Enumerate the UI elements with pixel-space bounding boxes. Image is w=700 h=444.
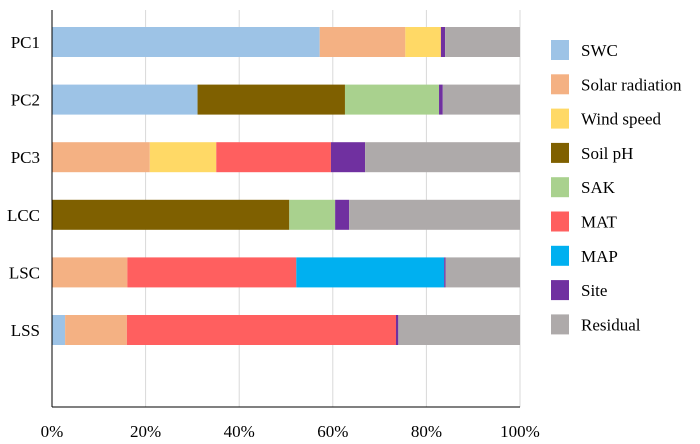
bar-segment-lss-residual [398, 315, 520, 345]
bar-segment-pc1-swc [52, 27, 320, 57]
legend-swatch [551, 40, 569, 60]
bar-segment-lss-solar-radiation [65, 315, 127, 345]
legend-swatch [551, 177, 569, 198]
x-tick-label: 80% [411, 422, 442, 441]
x-tick-label: 60% [317, 422, 348, 441]
bar-segment-pc1-solar-radiation [319, 27, 406, 57]
bar-segment-pc2-sak [344, 84, 440, 115]
bar-segment-pc2-soil-ph [197, 84, 345, 115]
legend-swatch [551, 314, 569, 335]
bar-segment-lss-swc [52, 315, 66, 345]
bar-segment-pc2-site [439, 84, 443, 115]
legend-swatch [551, 245, 569, 266]
bar-segment-lcc-soil-ph [52, 199, 290, 230]
axes [51, 10, 520, 408]
x-tick-label: 40% [224, 422, 255, 441]
legend-swatch [551, 280, 569, 301]
legend-swatch [551, 211, 569, 232]
bar-segment-pc1-residual [445, 27, 520, 57]
legend-label: MAP [581, 247, 618, 266]
legend: SWC Solar radiation Wind speed Soil pH SAK MA… [551, 40, 682, 335]
legend-label: Wind speed [581, 110, 662, 129]
legend-swatch [551, 142, 569, 163]
bar-segment-lss-site [395, 315, 399, 345]
bar-segment-pc2-swc [52, 84, 198, 115]
bar-segment-lcc-site [335, 199, 350, 230]
bar-segment-pc3-site [330, 142, 366, 173]
legend-label: Site [581, 281, 607, 300]
legend-label: SAK [581, 178, 616, 197]
bar-segment-pc3-solar-radiation [52, 142, 150, 173]
bar-segment-lsc-mat [127, 257, 297, 288]
bar-segment-lcc-sak [289, 199, 336, 230]
bar-segment-lss-mat [126, 315, 396, 345]
legend-swatch [551, 108, 569, 129]
bar-segment-pc3-mat [216, 142, 331, 173]
bar-segment-lcc-residual [349, 199, 520, 230]
legend-label: Residual [581, 315, 641, 334]
bar-segment-pc1-wind-speed [405, 27, 441, 57]
y-category-labels: PC1 PC2 PC3 LCC LSC LSS [7, 33, 40, 340]
bar-segment-pc1-site [440, 27, 446, 57]
x-tick-label: 20% [130, 422, 161, 441]
bar-segment-lsc-map [296, 257, 445, 288]
legend-label: Solar radiation [581, 75, 682, 94]
bar-segment-lsc-solar-radiation [52, 257, 128, 288]
bar-segment-pc3-wind-speed [149, 142, 217, 173]
x-tick-label: 100% [500, 422, 540, 441]
x-tick-label: 0% [41, 422, 64, 441]
category-label: PC1 [11, 33, 40, 52]
legend-label: SWC [581, 41, 618, 60]
legend-label: MAT [581, 213, 618, 232]
category-label: LSS [11, 321, 40, 340]
x-tick-labels: 0% 20% 40% 60% 80% 100% [41, 422, 540, 441]
category-label: LSC [9, 263, 40, 282]
category-label: PC3 [11, 148, 40, 167]
bar-segment-lsc-site [444, 257, 446, 288]
category-label: LCC [7, 206, 40, 225]
bar-segment-pc3-residual [365, 142, 520, 173]
category-label: PC2 [11, 91, 40, 110]
bar-segment-pc2-residual [442, 84, 520, 115]
bar-segment-lsc-residual [445, 257, 520, 288]
legend-swatch [551, 74, 569, 95]
legend-label: Soil pH [581, 144, 633, 163]
bars [52, 27, 520, 345]
